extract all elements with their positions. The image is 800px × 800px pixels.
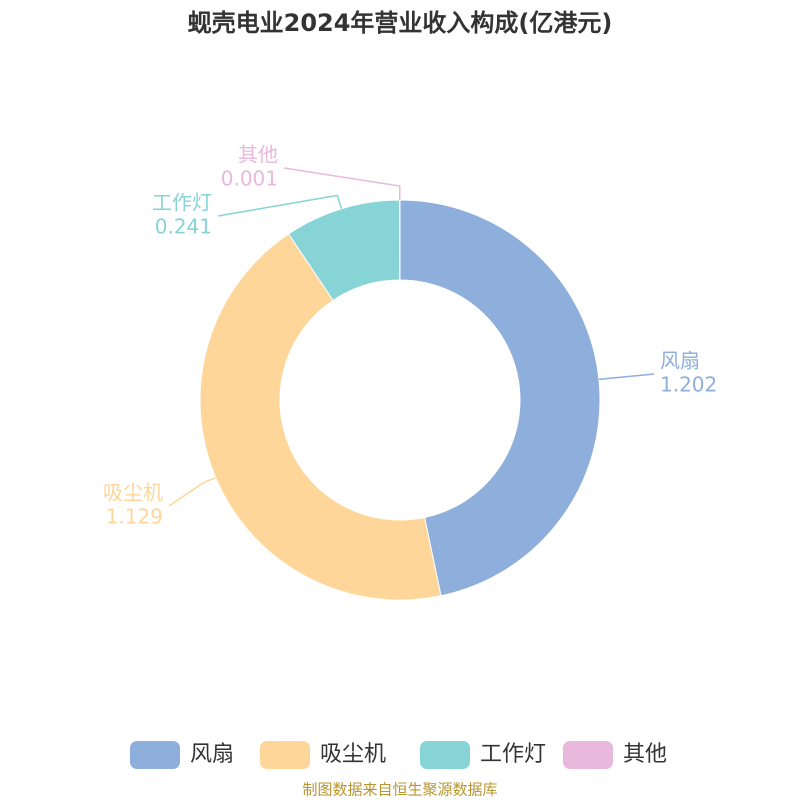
donut-slice (199, 233, 442, 601)
leader-line (217, 194, 343, 217)
legend-label: 吸尘机 (320, 742, 386, 767)
slice-label: 风扇 (660, 349, 700, 373)
chart-title: 蚬壳电业2024年营业收入构成(亿港元) (188, 9, 613, 37)
legend-swatch (260, 741, 310, 769)
value-label: 0.241 (155, 215, 212, 239)
legend-label: 工作灯 (480, 742, 546, 767)
legend-swatch (420, 741, 470, 769)
leader-line (168, 476, 216, 507)
legend-label: 风扇 (190, 742, 234, 767)
slice-label: 其他 (238, 143, 278, 167)
leader-line (283, 167, 401, 201)
legend-swatch (130, 741, 180, 769)
donut-slice (399, 199, 601, 597)
slice-label: 吸尘机 (103, 481, 163, 505)
value-label: 1.129 (106, 505, 163, 529)
value-label: 1.202 (660, 373, 717, 397)
legend-swatch (563, 741, 613, 769)
slice-label: 工作灯 (152, 191, 212, 215)
leader-line (598, 373, 655, 381)
value-label: 0.001 (221, 167, 278, 191)
legend-label: 其他 (623, 742, 667, 767)
source-note: 制图数据来自恒生聚源数据库 (302, 781, 497, 799)
